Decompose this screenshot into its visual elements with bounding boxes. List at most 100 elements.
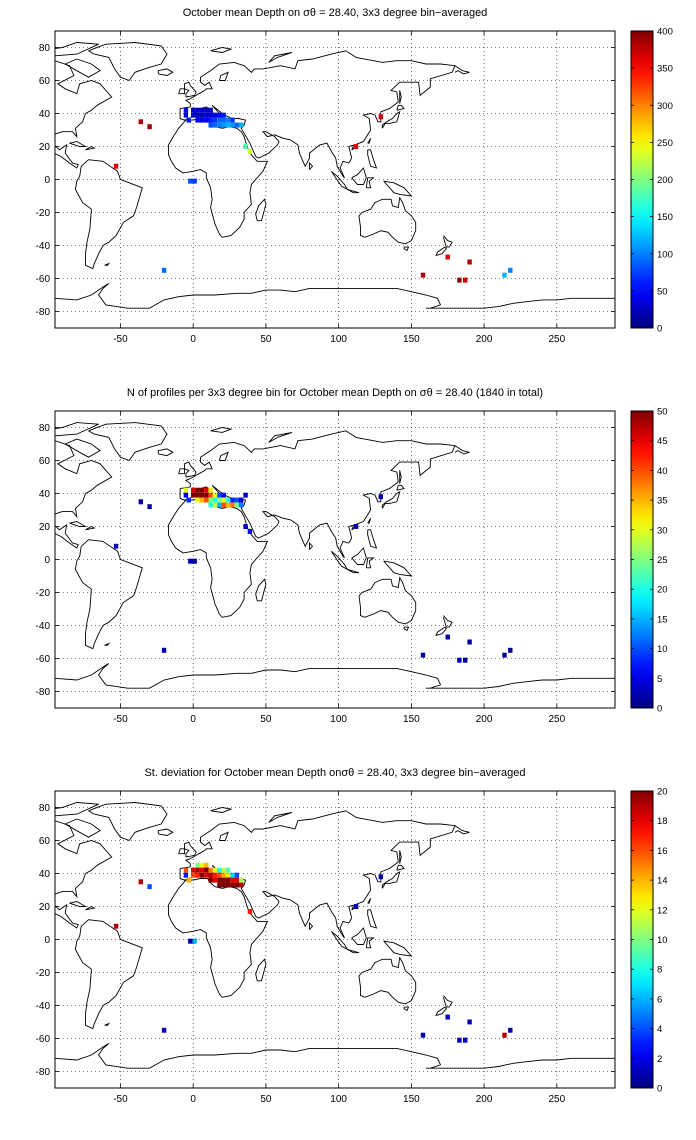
coastline	[399, 90, 402, 104]
data-cell	[221, 492, 226, 498]
y-tick-label: 80	[39, 43, 51, 54]
data-cell	[221, 877, 226, 883]
data-cell	[234, 872, 239, 878]
data-cell	[230, 872, 235, 878]
data-cell	[188, 178, 193, 184]
data-cell	[221, 497, 226, 503]
data-cell	[204, 497, 209, 503]
data-cell	[199, 497, 205, 503]
data-cell	[457, 657, 462, 663]
coastline	[383, 180, 413, 197]
y-tick-label: 40	[39, 489, 51, 500]
data-cell	[225, 877, 231, 883]
data-cell	[113, 163, 119, 169]
coastline	[403, 626, 410, 632]
coastline	[309, 541, 314, 550]
data-cell	[195, 492, 200, 498]
colorbar	[630, 30, 654, 329]
x-tick-label: 100	[330, 334, 347, 345]
chart-title: N of profiles per 3x3 degree bin for Oct…	[127, 387, 543, 399]
data-cell	[195, 497, 200, 503]
data-cell	[225, 497, 231, 503]
data-cell	[204, 487, 209, 493]
data-cell	[212, 877, 218, 883]
colorbar	[630, 790, 654, 1089]
y-tick-label: 60	[39, 456, 51, 467]
coastline	[55, 802, 99, 817]
x-tick-label: 50	[260, 1094, 272, 1105]
data-cell	[502, 272, 507, 278]
coastline	[184, 461, 197, 478]
data-cell	[147, 504, 152, 510]
coastline	[104, 1022, 111, 1026]
data-cell	[204, 492, 209, 498]
colorbar-tick-label: 300	[657, 101, 673, 112]
coastline	[403, 246, 410, 252]
map-layer	[55, 802, 615, 1069]
data-cell	[199, 487, 205, 493]
colorbar-tick-label: 250	[657, 138, 673, 149]
data-cell	[199, 867, 205, 873]
colorbar-tick-label: 25	[657, 555, 668, 566]
colorbar-tick-label: 45	[657, 436, 668, 447]
coastline	[358, 956, 417, 1005]
data-cell	[212, 497, 218, 503]
coastline	[367, 149, 378, 169]
data-cell	[161, 267, 167, 273]
data-cell	[353, 144, 359, 149]
coastline	[367, 909, 378, 929]
data-cell	[221, 502, 226, 508]
x-tick-label: 250	[548, 1094, 565, 1105]
data-cell	[183, 872, 189, 878]
x-tick-label: -50	[113, 334, 128, 345]
coastline	[399, 470, 402, 484]
coastline	[55, 663, 615, 689]
data-cell	[420, 1032, 426, 1038]
data-cell	[183, 112, 189, 118]
coastline	[55, 820, 113, 929]
x-tick-label: 0	[190, 1094, 196, 1105]
colorbar-tick-label: 15	[657, 614, 668, 625]
data-cell	[192, 558, 197, 564]
x-tick-label: 100	[330, 714, 347, 725]
data-cell	[239, 497, 244, 503]
data-cell	[221, 867, 226, 873]
coastline	[69, 521, 88, 527]
colorbar-tick-label: 50	[657, 407, 668, 418]
data-cell	[199, 872, 205, 878]
coastline	[396, 104, 405, 111]
coastline	[347, 188, 360, 194]
colorbar	[630, 410, 654, 709]
colorbar-tick-label: 12	[657, 905, 668, 916]
data-cell	[199, 117, 205, 123]
data-cell	[195, 107, 200, 113]
coastline	[351, 547, 367, 565]
coastline	[69, 901, 88, 907]
coastline	[403, 1006, 410, 1012]
data-cell	[217, 877, 222, 883]
data-cell	[239, 122, 244, 128]
y-tick-label: -20	[36, 968, 51, 979]
colorbar-tick-label: 10	[657, 935, 668, 946]
colorbar-tick-label: 6	[657, 994, 662, 1005]
data-cell	[508, 1027, 513, 1033]
data-cell	[221, 122, 226, 128]
coastline	[55, 440, 113, 549]
data-cell	[113, 543, 119, 549]
data-cell	[204, 872, 209, 878]
x-tick-label: 100	[330, 1094, 347, 1105]
data-cell	[247, 909, 253, 914]
coastline	[85, 525, 96, 531]
data-cell	[208, 487, 213, 493]
data-cell	[508, 647, 513, 653]
y-tick-label: -40	[36, 621, 51, 632]
panel-2: N of profiles per 3x3 degree bin for Oct…	[36, 387, 668, 725]
data-cell	[234, 502, 239, 508]
panel-3: St. deviation for October mean Depth onσ…	[36, 767, 668, 1105]
coastline	[64, 818, 101, 838]
data-cell	[234, 882, 239, 888]
data-cell	[502, 1032, 507, 1038]
data-cell	[221, 117, 226, 123]
data-cell	[221, 882, 226, 888]
y-tick-label: -40	[36, 1001, 51, 1012]
